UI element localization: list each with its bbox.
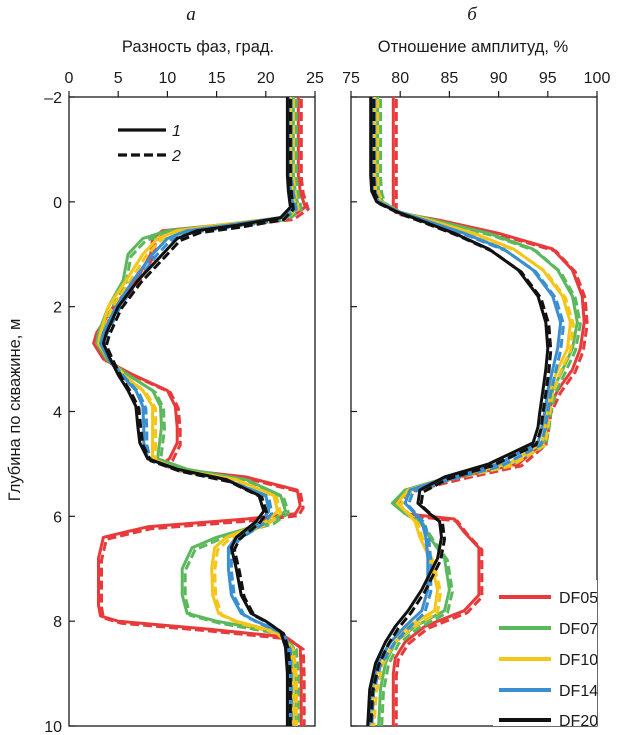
panel-a-xlabel: Разность фаз, град. [122, 38, 274, 56]
legend-label-df05: DF05 [559, 590, 598, 607]
x-tick-label: 85 [441, 70, 459, 87]
x-tick-label: 95 [539, 70, 557, 87]
series-df07-dashed [98, 99, 303, 726]
series-df20-dashed [104, 99, 295, 726]
curves-layer [92, 97, 589, 726]
y-tick-label: 4 [53, 405, 62, 422]
x-tick-label: 10 [159, 70, 177, 87]
x-tick-label: 5 [114, 70, 123, 87]
y-tick-label: 2 [53, 300, 62, 317]
style-legend: 1 2 [118, 123, 181, 165]
panel-b-letter: б [467, 4, 478, 25]
x-tick-label: 100 [584, 70, 611, 87]
series-legend: DF05 DF07 DF10 DF14 DF20 [493, 580, 598, 730]
series-df20-solid [366, 97, 550, 726]
series-df10-dashed [100, 99, 300, 726]
panel-b-xlabel: Отношение амплитуд, % [378, 38, 569, 56]
y-tick-label: 8 [53, 614, 62, 631]
x-tick-label: 15 [208, 70, 226, 87]
legend-solid-label: 1 [172, 123, 181, 140]
y-tick-label: 0 [53, 195, 62, 212]
x-tick-label: 25 [306, 70, 324, 87]
x-tick-label: 90 [490, 70, 508, 87]
x-tick-label: 80 [391, 70, 409, 87]
y-axis-label: Глубина по скважине, м [6, 319, 24, 502]
panel-a-letter: a [186, 4, 196, 25]
y-tick-label: –2 [44, 90, 62, 107]
x-tick-label: 0 [65, 70, 74, 87]
x-tick-label: 75 [342, 70, 360, 87]
y-tick-label: 6 [53, 509, 62, 526]
x-tick-label: 20 [257, 70, 275, 87]
series-df20-solid [101, 97, 292, 726]
legend-label-df20: DF20 [559, 713, 598, 730]
legend-label-df10: DF10 [559, 652, 598, 669]
legend-label-df07: DF07 [559, 621, 598, 638]
legend-dashed-label: 2 [171, 148, 181, 165]
legend-label-df14: DF14 [559, 683, 598, 700]
series-df10-dashed [372, 99, 575, 726]
legend-background [493, 580, 597, 726]
y-tick-label: 10 [44, 719, 62, 735]
